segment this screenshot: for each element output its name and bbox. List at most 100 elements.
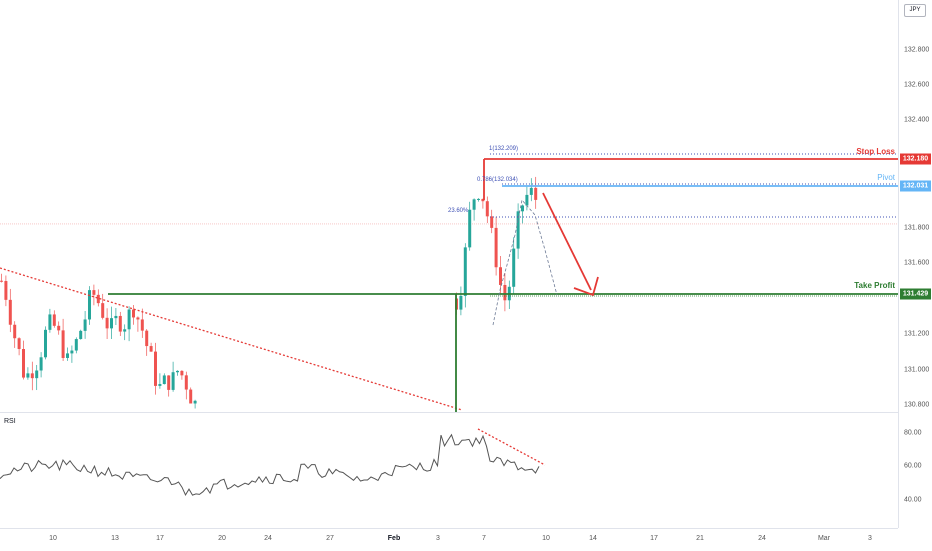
time-axis[interactable]: 10 13 17 20 24 27 Feb 3 7 10 14 17 21 24… — [0, 528, 898, 551]
candle-body — [481, 198, 485, 202]
candle-body — [189, 389, 193, 404]
candle-body — [463, 247, 467, 296]
candle-body — [114, 315, 118, 319]
time-label: 3 — [868, 535, 872, 542]
candle-body — [48, 314, 52, 330]
candle-body — [184, 375, 188, 390]
candle-body — [468, 209, 472, 248]
candle-body — [149, 346, 153, 352]
pivot-label: Pivot — [877, 173, 895, 182]
candle-body — [0, 280, 3, 282]
price-tick: 132.800 — [904, 46, 930, 54]
projection-path — [492, 199, 558, 326]
time-label: 20 — [218, 535, 226, 542]
rsi-tick: 60.00 — [904, 462, 922, 470]
stop-loss-price-badge: 132.180 — [900, 153, 931, 165]
rsi-indicator-label[interactable]: RSI — [4, 418, 16, 425]
candle-body — [499, 267, 502, 285]
time-label: 10 — [542, 535, 550, 542]
candle-body — [8, 299, 12, 325]
candle-body — [162, 375, 166, 385]
candle-body — [4, 281, 8, 300]
time-label: Mar — [817, 535, 831, 542]
candle-body — [193, 400, 197, 404]
candle-body — [26, 373, 30, 378]
candle-body — [512, 248, 516, 287]
candle-body — [516, 211, 520, 249]
fib-level-236-label: 23.60% — [448, 208, 469, 214]
candle-body — [35, 370, 39, 379]
price-tick: 130.800 — [904, 401, 930, 409]
take-profit-price-badge: 131.429 — [900, 288, 931, 300]
time-label: 21 — [696, 535, 704, 542]
price-tick: 132.600 — [904, 81, 930, 89]
rsi-pane[interactable]: RSI — [0, 413, 898, 528]
candle-body — [83, 319, 87, 331]
candle-body — [525, 194, 529, 206]
candle-body — [39, 357, 43, 371]
rsi-tick: 80.00 — [904, 429, 922, 437]
price-chart-canvas[interactable] — [0, 0, 898, 412]
candle-body — [88, 290, 91, 320]
candle-body — [477, 198, 480, 200]
arrow-shaft — [542, 192, 592, 291]
time-label: 27 — [326, 535, 334, 542]
time-label: 10 — [49, 535, 57, 542]
candle-body — [136, 317, 140, 320]
candle-body — [180, 370, 184, 376]
candle-body — [79, 330, 83, 340]
arrow-head — [573, 276, 599, 297]
candle-body — [132, 309, 135, 318]
candle-body — [22, 349, 25, 378]
price-tick: 131.800 — [904, 224, 930, 232]
candle-body — [140, 319, 144, 331]
price-tick: 131.600 — [904, 259, 930, 267]
time-label: Feb — [387, 535, 401, 542]
fib-level-0786-label: 0.786(132.034) — [477, 177, 518, 183]
time-label: 24 — [264, 535, 272, 542]
candle-body — [472, 199, 476, 210]
candle-body — [96, 294, 100, 304]
fib-level-1-label: 1(132.209) — [489, 146, 519, 152]
candle-body — [459, 295, 463, 310]
price-tick: 131.000 — [904, 366, 930, 374]
pivot-price-badge: 132.031 — [900, 180, 931, 192]
candle-body — [158, 384, 162, 386]
rsi-trendline — [477, 428, 546, 466]
price-chart-pane[interactable]: Stop Loss Pivot Take Profit 1(132.209) 0… — [0, 0, 898, 412]
candle-body — [110, 318, 113, 329]
candle-body — [123, 329, 127, 332]
pane-separator[interactable] — [0, 412, 932, 413]
candle-body — [101, 303, 105, 318]
rsi-canvas[interactable] — [0, 413, 898, 528]
candle-body — [118, 315, 122, 332]
candle-body — [529, 187, 533, 195]
currency-badge[interactable]: JPY — [904, 4, 926, 17]
candle-body — [485, 201, 489, 217]
candle-body — [490, 216, 494, 228]
time-label: 13 — [111, 535, 119, 542]
candle-body — [44, 329, 47, 358]
candle-body — [503, 284, 507, 301]
candle-body — [105, 317, 109, 329]
price-axis[interactable]: JPY 132.800 132.600 132.400 131.800 131.… — [898, 0, 932, 528]
trendline — [0, 267, 463, 411]
time-label: 17 — [650, 535, 658, 542]
time-label: 3 — [436, 535, 440, 542]
time-label: 24 — [758, 535, 766, 542]
candle-body — [494, 227, 498, 268]
candle-body — [74, 339, 78, 351]
candle-body — [167, 375, 171, 390]
time-label: 17 — [156, 535, 164, 542]
candle-body — [52, 314, 56, 326]
rsi-tick: 40.00 — [904, 496, 922, 504]
price-tick: 131.200 — [904, 330, 930, 338]
candle-body — [145, 330, 149, 347]
candle-body — [521, 205, 524, 212]
candle-body — [66, 353, 69, 358]
candle-body — [176, 370, 179, 373]
candle-body — [13, 324, 17, 339]
candle-body — [154, 351, 157, 386]
stop-loss-label: Stop Loss — [856, 147, 895, 156]
price-tick: 132.400 — [904, 116, 930, 124]
